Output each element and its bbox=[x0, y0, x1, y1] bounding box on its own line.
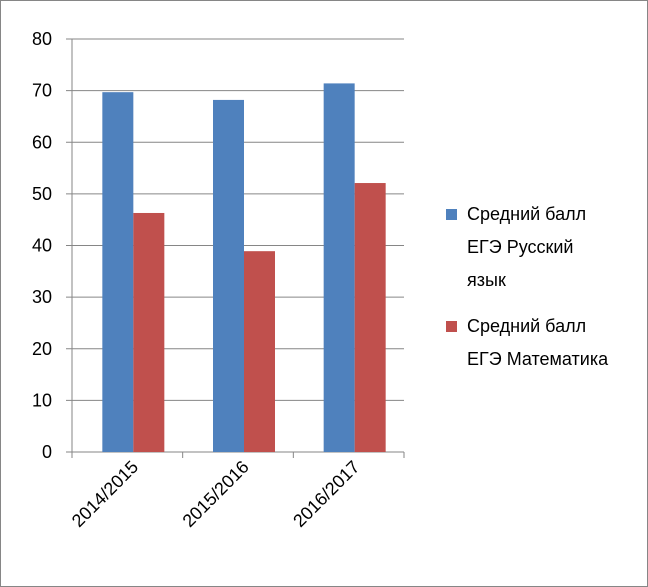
y-tick-label: 50 bbox=[32, 184, 52, 204]
x-tick-label: 2015/2016 bbox=[179, 457, 253, 531]
x-tick-label: 2014/2015 bbox=[68, 457, 142, 531]
y-tick-label: 60 bbox=[32, 132, 52, 152]
bar bbox=[133, 212, 165, 452]
bar bbox=[354, 183, 386, 452]
y-tick-label: 10 bbox=[32, 390, 52, 410]
legend-swatch bbox=[446, 209, 457, 220]
y-tick-label: 70 bbox=[32, 81, 52, 101]
legend-label: Средний балл ЕГЭ Математика bbox=[467, 316, 609, 369]
bar bbox=[323, 83, 355, 453]
bar bbox=[244, 251, 275, 452]
y-tick-label: 30 bbox=[32, 287, 52, 307]
legend-item: Средний балл ЕГЭ Русский язык bbox=[446, 198, 626, 297]
legend-swatch bbox=[446, 321, 457, 332]
y-tick-label: 0 bbox=[42, 442, 52, 462]
bar bbox=[102, 92, 134, 452]
y-tick-label: 40 bbox=[32, 236, 52, 256]
x-tick-label: 2016/2017 bbox=[289, 457, 363, 531]
y-tick-label: 80 bbox=[32, 29, 52, 49]
y-tick-label: 20 bbox=[32, 339, 52, 359]
legend-item: Средний балл ЕГЭ Математика bbox=[446, 310, 626, 376]
bar bbox=[213, 99, 244, 452]
legend-label: Средний балл ЕГЭ Русский язык bbox=[467, 204, 587, 290]
